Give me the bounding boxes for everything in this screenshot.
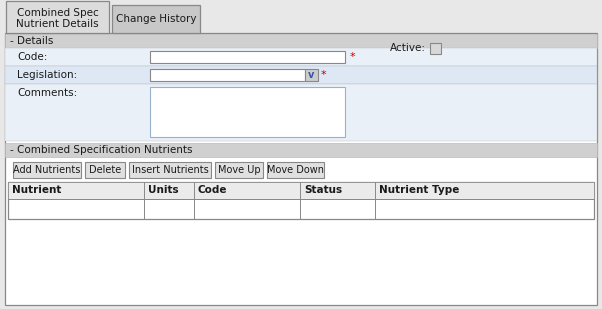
Text: Active:: Active: xyxy=(390,43,426,53)
Bar xyxy=(305,69,318,81)
Bar xyxy=(8,182,594,219)
Bar xyxy=(5,48,597,66)
Text: Comments:: Comments: xyxy=(17,88,77,98)
Text: Nutrient Details: Nutrient Details xyxy=(16,19,99,29)
Text: Move Down: Move Down xyxy=(267,165,324,175)
Bar xyxy=(85,162,125,178)
Bar xyxy=(430,43,441,54)
Text: Nutrient: Nutrient xyxy=(12,185,61,195)
Bar xyxy=(5,33,597,305)
Text: *: * xyxy=(321,70,327,80)
Text: Legislation:: Legislation: xyxy=(17,70,77,80)
Bar xyxy=(5,143,597,157)
Bar xyxy=(150,69,305,81)
Text: Units: Units xyxy=(148,185,179,195)
Text: Nutrient Type: Nutrient Type xyxy=(379,185,460,195)
Bar xyxy=(5,34,597,48)
Bar xyxy=(13,162,81,178)
Text: Code: Code xyxy=(198,185,228,195)
Text: Change History: Change History xyxy=(116,14,196,24)
Text: Insert Nutrients: Insert Nutrients xyxy=(132,165,208,175)
Text: Delete: Delete xyxy=(89,165,121,175)
Text: Add Nutrients: Add Nutrients xyxy=(13,165,81,175)
Bar xyxy=(267,162,324,178)
Text: *: * xyxy=(350,52,356,62)
Bar xyxy=(6,1,109,33)
Bar xyxy=(112,5,200,33)
Bar xyxy=(5,84,597,141)
Bar xyxy=(8,182,594,199)
Bar xyxy=(129,162,211,178)
Text: Combined Spec: Combined Spec xyxy=(17,8,98,18)
Text: - Combined Specification Nutrients: - Combined Specification Nutrients xyxy=(10,145,193,155)
Text: Status: Status xyxy=(305,185,343,195)
Text: v: v xyxy=(308,70,314,80)
Bar xyxy=(215,162,263,178)
Bar xyxy=(150,87,345,137)
Bar xyxy=(150,51,345,63)
Text: Code:: Code: xyxy=(17,52,48,62)
Text: - Details: - Details xyxy=(10,36,54,46)
Bar xyxy=(5,66,597,84)
Text: Move Up: Move Up xyxy=(218,165,260,175)
